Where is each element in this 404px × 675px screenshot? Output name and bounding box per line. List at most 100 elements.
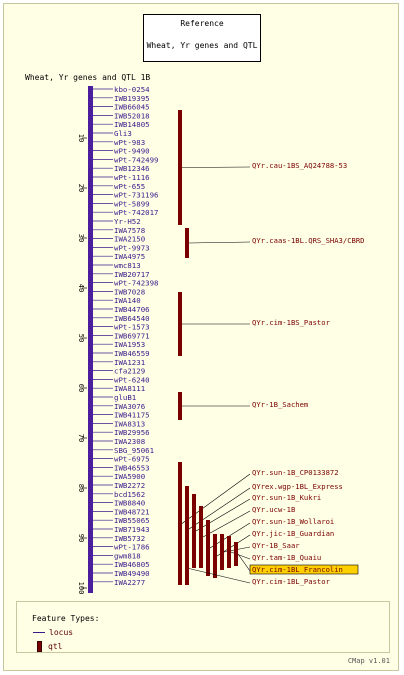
qtl-label[interactable]: QYr.cim-1BS_Pastor xyxy=(252,318,331,327)
marker-label[interactable]: Yr-H52 xyxy=(114,217,141,226)
qtl-connector xyxy=(188,568,251,584)
marker-label[interactable]: IWA4975 xyxy=(114,252,145,261)
marker-label[interactable]: wPt-1573 xyxy=(114,323,150,332)
qtl-label[interactable]: QYr.caas-1BL.QRS_SHA3/CBRD xyxy=(252,236,365,245)
map-label[interactable]: Wheat, Yr genes and QTL 1B xyxy=(25,73,150,82)
qtl-label[interactable]: QYr-1B_Sachem xyxy=(252,400,308,409)
qtl-bar[interactable] xyxy=(227,536,231,568)
marker-label[interactable]: bcd1562 xyxy=(114,490,145,499)
marker-label[interactable]: wmc813 xyxy=(114,261,141,270)
marker-label[interactable]: IWB12346 xyxy=(114,164,150,173)
marker-label[interactable]: IWB46559 xyxy=(114,349,150,358)
axis-ticks: 10 20 30 40 50 60 70 80 90 100 xyxy=(77,134,87,594)
qtl-highlight xyxy=(249,564,359,575)
marker-label[interactable]: SBG_95061 xyxy=(114,446,154,455)
marker-label[interactable]: IWB5732 xyxy=(114,534,145,543)
marker-label[interactable]: IWA2150 xyxy=(114,235,145,244)
marker-label[interactable]: IWA7578 xyxy=(114,226,145,235)
axis-tick-label: 20 xyxy=(77,184,85,192)
legend-locus-label: locus xyxy=(49,628,74,637)
marker-label[interactable]: Gli3 xyxy=(114,129,132,138)
qtl-label[interactable]: QYr.cim-1BL_Francolin xyxy=(252,565,343,574)
chromosome-body[interactable] xyxy=(88,86,93,593)
marker-label[interactable]: IWB14805 xyxy=(114,120,150,129)
marker-label[interactable]: wPt-655 xyxy=(114,182,145,191)
marker-label[interactable]: IWA8111 xyxy=(114,384,145,393)
legend-locus: locus xyxy=(33,628,73,637)
marker-label[interactable]: wPt-742499 xyxy=(114,155,159,164)
marker-label[interactable]: IWB29956 xyxy=(114,428,150,437)
marker-label[interactable]: IWB2272 xyxy=(114,481,145,490)
marker-label[interactable]: IWB55065 xyxy=(114,516,150,525)
marker-label[interactable]: kbo-0254 xyxy=(114,85,150,94)
qtl-bar[interactable] xyxy=(206,520,210,576)
marker-label[interactable]: IWB69771 xyxy=(114,331,150,340)
marker-label[interactable]: IWB66045 xyxy=(114,103,150,112)
marker-label[interactable]: IWB49490 xyxy=(114,569,150,578)
chromosome-bar[interactable] xyxy=(88,86,93,593)
qtl-bar[interactable] xyxy=(178,462,182,585)
qtl-connector xyxy=(188,241,251,244)
marker-label[interactable]: IWA3076 xyxy=(114,402,145,411)
marker-label[interactable]: cfa2129 xyxy=(114,367,145,376)
marker-label[interactable]: wPt-742017 xyxy=(114,208,159,217)
marker-label[interactable]: wPt-5899 xyxy=(114,199,150,208)
marker-label[interactable]: IWB7028 xyxy=(114,287,145,296)
qtl-bar[interactable] xyxy=(178,110,182,225)
marker-label[interactable]: wPt-1786 xyxy=(114,543,150,552)
marker-label[interactable]: IWB44706 xyxy=(114,305,150,314)
marker-label[interactable]: wPt-983 xyxy=(114,138,145,147)
marker-label[interactable]: IWB19395 xyxy=(114,94,150,103)
qtl-label[interactable]: QYr.sun-1B_Kukri xyxy=(252,493,321,502)
qtl-bar[interactable] xyxy=(185,228,189,258)
marker-label[interactable]: IWA5900 xyxy=(114,472,145,481)
marker-label[interactable]: IWA140 xyxy=(114,296,141,305)
qtl-label[interactable]: QYr.tam-1B_Quaiu xyxy=(252,553,321,562)
marker-label[interactable]: wPt-1116 xyxy=(114,173,150,182)
qtl-label[interactable]: QYr.sun-1B_Wollaroi xyxy=(252,517,334,526)
qtl-label[interactable]: QYr.cau-1BS_AQ24788-53 xyxy=(252,161,347,170)
marker-label[interactable]: IWB46805 xyxy=(114,560,150,569)
marker-label[interactable]: wPt-731196 xyxy=(114,191,159,200)
marker-label[interactable]: wPt-742398 xyxy=(114,279,159,288)
qtl-label[interactable]: QYr.cim-1BL_Pastor xyxy=(252,577,331,586)
marker-label[interactable]: gluB1 xyxy=(114,393,136,402)
qtl-label[interactable]: QYrex.wgp-1BL_Express xyxy=(252,482,343,491)
marker-label[interactable]: IWB20717 xyxy=(114,270,150,279)
qtl-bar[interactable] xyxy=(213,534,217,578)
marker-label[interactable]: IWA2308 xyxy=(114,437,145,446)
marker-label[interactable]: wPt-9490 xyxy=(114,147,150,156)
qtl-label[interactable]: QYr-1B_Saar xyxy=(252,541,300,550)
qtl-bar[interactable] xyxy=(220,534,224,570)
marker-label[interactable]: wPt-6975 xyxy=(114,455,150,464)
qtl-bar[interactable] xyxy=(178,292,182,356)
qtl-label[interactable]: QYr.jic-1B_Guardian xyxy=(252,529,334,538)
marker-label[interactable]: gwm818 xyxy=(114,551,141,560)
qtl-bar[interactable] xyxy=(199,506,203,568)
marker-label[interactable]: IWA2277 xyxy=(114,578,145,587)
qtl-label[interactable]: QYr.ucw-1B xyxy=(252,505,295,514)
qtl-bar[interactable] xyxy=(234,542,238,566)
marker-label[interactable]: IWA8313 xyxy=(114,419,145,428)
legend-qtl-label: qtl xyxy=(48,642,63,651)
marker-label[interactable]: IWB64540 xyxy=(114,314,150,323)
reference-subtitle: Wheat, Yr genes and QTL xyxy=(146,41,258,50)
marker-label[interactable]: IWB41175 xyxy=(114,411,150,420)
marker-label[interactable]: IWB71943 xyxy=(114,525,150,534)
qtl-connector xyxy=(188,487,251,530)
qtl-bar[interactable] xyxy=(185,552,189,585)
marker-label[interactable]: IWB46553 xyxy=(114,463,150,472)
marker-label[interactable]: IWA1231 xyxy=(114,358,145,367)
marker-label[interactable]: wPt-6240 xyxy=(114,375,150,384)
marker-label[interactable]: wPt-9973 xyxy=(114,243,150,252)
qtl-bars xyxy=(178,110,251,585)
marker-label[interactable]: IWB8840 xyxy=(114,499,145,508)
marker-label[interactable]: IWB52018 xyxy=(114,111,150,120)
qtl-bar[interactable] xyxy=(192,494,196,568)
reference-title-box: Reference Wheat, Yr genes and QTL xyxy=(143,14,261,62)
qtl-bar[interactable] xyxy=(185,486,189,572)
marker-label[interactable]: IWA1953 xyxy=(114,340,145,349)
qtl-label[interactable]: QYr.sun-1B_CP0133872 xyxy=(252,468,339,477)
marker-label[interactable]: IWB48721 xyxy=(114,507,150,516)
qtl-bar[interactable] xyxy=(178,392,182,420)
